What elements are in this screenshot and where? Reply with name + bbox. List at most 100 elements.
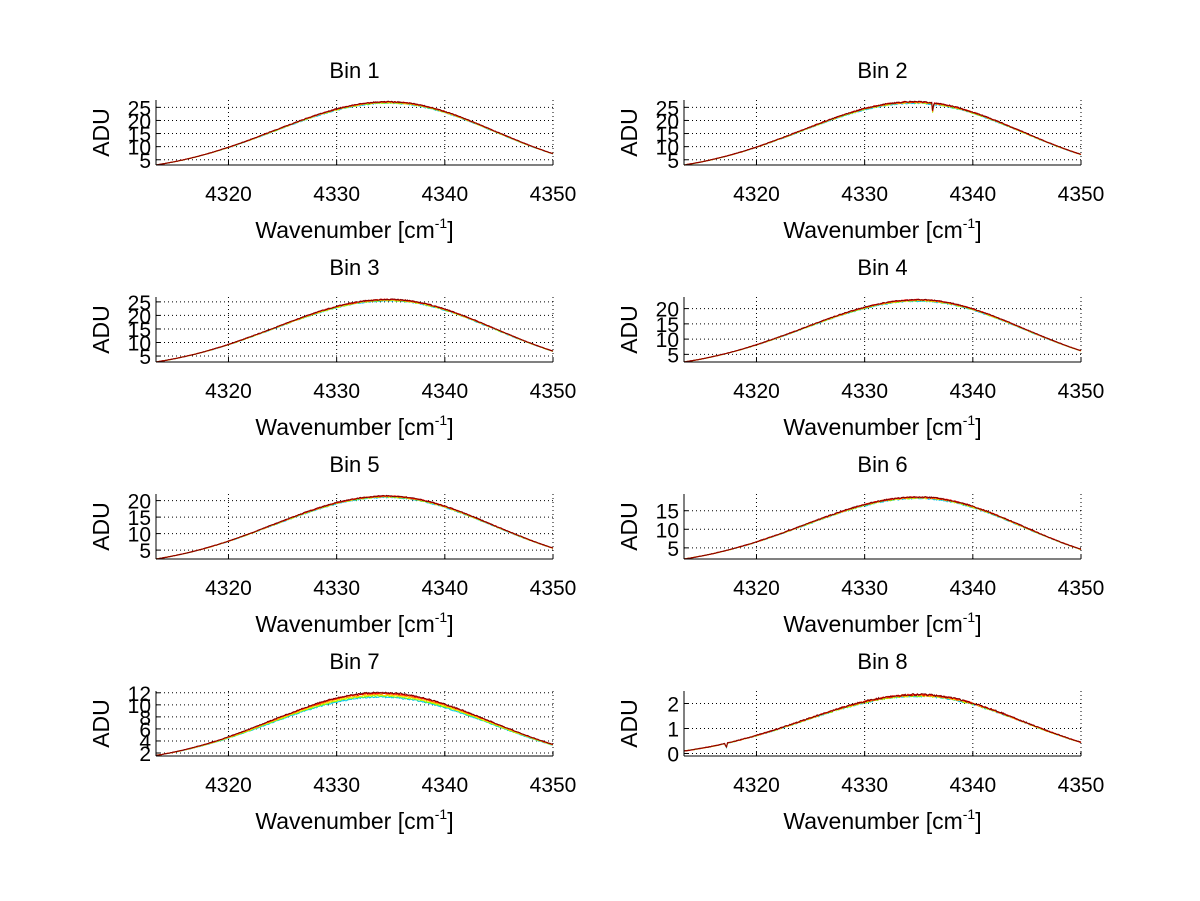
x-tick-label: 4320 <box>733 577 780 600</box>
y-tick-label: 5 <box>139 346 151 369</box>
line-series-2 <box>155 299 554 363</box>
x-tick-label: 4320 <box>733 380 780 403</box>
line-series-2 <box>155 101 554 166</box>
x-tick-label: 4330 <box>841 577 888 600</box>
y-tick-label: 1 <box>667 719 679 742</box>
line-series-6 <box>155 691 554 757</box>
x-tick-label: 4320 <box>205 577 252 600</box>
line-series-5 <box>683 298 1082 363</box>
line-series-2 <box>684 299 1082 363</box>
x-tick-label: 4330 <box>841 380 888 403</box>
y-tick-label: 15 <box>656 124 679 147</box>
y-tick-label: 20 <box>128 491 151 514</box>
grid <box>156 494 554 559</box>
subplot-title: Bin 6 <box>857 452 907 477</box>
x-tick-label: 4320 <box>733 183 780 206</box>
y-axis-label: ADU <box>616 108 642 157</box>
y-tick-label: 20 <box>656 110 679 133</box>
y-tick-label: 25 <box>128 292 151 315</box>
x-tick-label: 4350 <box>1058 380 1105 403</box>
y-tick-label: 12 <box>128 683 151 706</box>
x-tick-label: 4340 <box>949 183 996 206</box>
y-tick-label: 20 <box>128 110 151 133</box>
line-series-4 <box>684 298 1082 363</box>
line-series-1 <box>683 694 1082 752</box>
x-axis-label: Wavenumber [cm-1] <box>255 215 453 243</box>
y-tick-label: 5 <box>667 538 679 561</box>
y-tick-label: 25 <box>656 97 679 120</box>
x-axis-label: Wavenumber [cm-1] <box>255 412 453 440</box>
x-tick-label: 4350 <box>530 183 577 206</box>
x-axis-label: Wavenumber [cm-1] <box>255 806 453 834</box>
grid <box>156 297 554 362</box>
y-tick-label: 10 <box>128 524 151 547</box>
line-series-4 <box>683 100 1082 166</box>
y-tick-label: 15 <box>128 124 151 147</box>
subplot-title: Bin 8 <box>857 649 907 674</box>
line-series-4 <box>683 693 1082 752</box>
line-series-4 <box>156 101 554 166</box>
subplot-title: Bin 2 <box>857 58 907 83</box>
x-tick-label: 4340 <box>421 380 468 403</box>
line-series-1 <box>155 102 554 166</box>
x-tick-label: 4320 <box>205 183 252 206</box>
x-tick-label: 4320 <box>733 774 780 797</box>
y-tick-label: 5 <box>139 540 151 563</box>
x-tick-label: 4340 <box>421 183 468 206</box>
line-series-4 <box>155 298 554 363</box>
y-tick-label: 15 <box>128 319 151 342</box>
x-tick-label: 4330 <box>841 183 888 206</box>
x-axis-label: Wavenumber [cm-1] <box>783 806 981 834</box>
line-series-5 <box>683 100 1082 166</box>
x-tick-label: 4350 <box>1058 183 1105 206</box>
y-tick-label: 5 <box>667 344 679 367</box>
x-tick-label: 4330 <box>313 774 360 797</box>
line-series-2 <box>683 694 1082 752</box>
line-series-1 <box>155 496 554 560</box>
line-series-5 <box>155 494 554 560</box>
x-tick-label: 4350 <box>530 380 577 403</box>
y-tick-label: 10 <box>656 519 679 542</box>
x-tick-label: 4350 <box>530 774 577 797</box>
x-tick-label: 4320 <box>205 774 252 797</box>
x-tick-label: 4340 <box>949 380 996 403</box>
x-tick-label: 4340 <box>949 577 996 600</box>
line-series-6 <box>155 494 554 560</box>
y-tick-label: 10 <box>128 695 151 718</box>
x-tick-label: 4330 <box>841 774 888 797</box>
line-series-2 <box>683 101 1082 166</box>
x-tick-label: 4350 <box>1058 774 1105 797</box>
y-tick-label: 10 <box>656 137 679 160</box>
line-series-2 <box>155 495 553 560</box>
line-series-3 <box>684 496 1081 560</box>
line-series-1 <box>683 497 1081 560</box>
subplot-title: Bin 3 <box>329 255 379 280</box>
y-axis-label: ADU <box>88 305 114 354</box>
y-tick-label: 10 <box>656 329 679 352</box>
line-series-3 <box>156 299 554 363</box>
y-tick-label: 15 <box>128 507 151 530</box>
line-series-2 <box>683 496 1082 560</box>
line-series-5 <box>683 693 1082 752</box>
subplot-title: Bin 1 <box>329 58 379 83</box>
line-series-3 <box>683 693 1082 752</box>
x-tick-label: 4330 <box>313 577 360 600</box>
grid <box>156 691 554 756</box>
line-series-6 <box>155 100 554 166</box>
y-tick-label: 5 <box>667 150 679 173</box>
grid <box>684 100 1082 165</box>
y-tick-label: 10 <box>128 137 151 160</box>
y-tick-label: 10 <box>128 333 151 356</box>
x-tick-label: 4340 <box>421 577 468 600</box>
x-axis-label: Wavenumber [cm-1] <box>255 609 453 637</box>
subplot-title: Bin 5 <box>329 452 379 477</box>
y-tick-label: 0 <box>667 744 679 767</box>
line-series-6 <box>683 100 1082 166</box>
x-axis-label: Wavenumber [cm-1] <box>783 215 981 243</box>
y-tick-label: 20 <box>128 305 151 328</box>
